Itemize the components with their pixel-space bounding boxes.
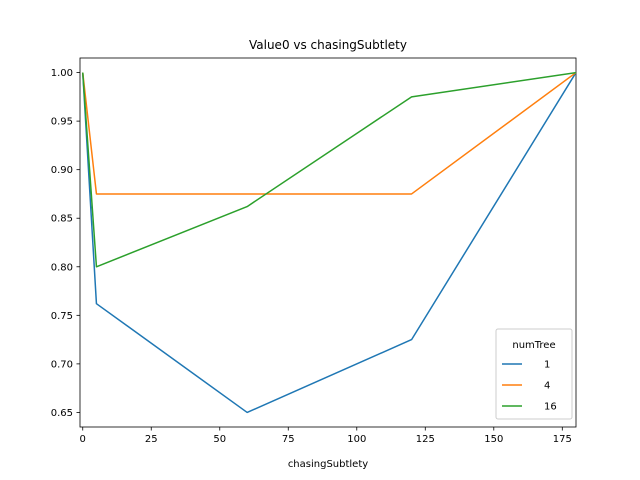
y-tick-label: 0.95 — [51, 117, 73, 128]
y-tick-label: 0.75 — [51, 311, 73, 322]
y-tick-label: 0.65 — [51, 408, 73, 419]
y-tick-label: 0.85 — [51, 214, 73, 225]
y-axis: 0.65 0.70 0.75 0.80 0.85 0.90 0.95 1.00 — [51, 68, 80, 419]
series-line-16 — [81, 71, 576, 268]
x-tick-label: 175 — [553, 434, 572, 445]
legend-title: numTree — [512, 340, 555, 351]
x-tick-label: 50 — [213, 434, 226, 445]
y-tick-label: 0.80 — [51, 262, 73, 273]
chart-title: Value0 vs chasingSubtlety — [249, 38, 407, 52]
y-tick-label: 0.70 — [51, 359, 73, 370]
x-tick-label: 150 — [484, 434, 503, 445]
x-tick-label: 0 — [80, 434, 86, 445]
legend: numTree 1 4 16 — [495, 328, 573, 420]
x-axis: 0 25 50 75 100 125 150 175 — [80, 427, 572, 445]
plot-area — [79, 57, 577, 428]
x-axis-label: chasingSubtlety — [288, 459, 368, 470]
series-line-4 — [81, 71, 576, 195]
y-tick-label: 1.00 — [51, 68, 73, 79]
legend-label-4: 4 — [544, 381, 550, 392]
series-lines — [81, 71, 576, 414]
y-tick-label: 0.90 — [51, 165, 73, 176]
series-line-1 — [81, 72, 576, 414]
legend-box — [495, 328, 573, 420]
legend-label-16: 16 — [544, 402, 557, 413]
x-tick-label: 125 — [416, 434, 435, 445]
x-tick-label: 100 — [347, 434, 366, 445]
x-tick-label: 75 — [282, 434, 295, 445]
x-tick-label: 25 — [145, 434, 158, 445]
legend-label-1: 1 — [544, 360, 550, 371]
plot-frame — [79, 57, 577, 428]
